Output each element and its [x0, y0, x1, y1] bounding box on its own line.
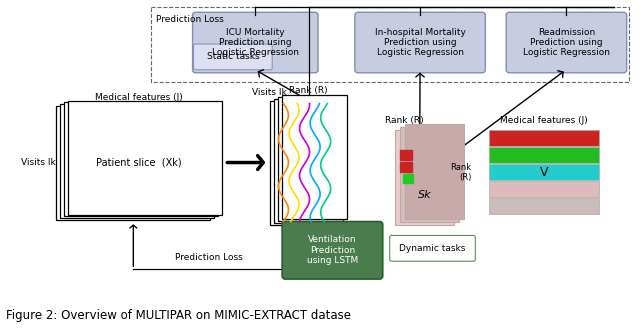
Bar — [395, 130, 454, 224]
Text: Sk: Sk — [418, 190, 431, 200]
Text: Medical features (J): Medical features (J) — [95, 93, 183, 102]
Bar — [274, 99, 339, 222]
Bar — [399, 162, 412, 172]
Text: ICU Mortality
Prediction using
Logistic Regression: ICU Mortality Prediction using Logistic … — [212, 28, 299, 58]
Text: Medical features (J): Medical features (J) — [500, 116, 588, 125]
Bar — [403, 174, 413, 183]
Text: V: V — [540, 166, 548, 179]
Text: Visits Ik: Visits Ik — [252, 88, 287, 97]
Text: Dynamic tasks: Dynamic tasks — [399, 244, 466, 253]
Bar — [64, 102, 218, 216]
Bar — [489, 147, 599, 163]
Text: Prediction Loss: Prediction Loss — [175, 253, 243, 262]
Bar — [60, 104, 214, 218]
Bar — [278, 97, 343, 220]
Bar — [489, 181, 599, 197]
Text: Prediction Loss: Prediction Loss — [156, 15, 223, 24]
Bar — [399, 150, 412, 160]
Bar — [489, 198, 599, 213]
Text: Rank (R): Rank (R) — [385, 116, 424, 125]
Bar — [404, 124, 465, 218]
Text: In-hospital Mortality
Prediction using
Logistic Regression: In-hospital Mortality Prediction using L… — [374, 28, 465, 58]
FancyBboxPatch shape — [390, 235, 476, 261]
FancyBboxPatch shape — [355, 12, 485, 73]
Bar — [489, 130, 599, 146]
Text: Patient slice  (Xk): Patient slice (Xk) — [97, 158, 182, 167]
FancyBboxPatch shape — [506, 12, 627, 73]
Text: Uk: Uk — [301, 229, 316, 239]
Text: Figure 2: Overview of MULTIPAR on MIMIC-EXTRACT datase: Figure 2: Overview of MULTIPAR on MIMIC-… — [6, 309, 351, 322]
FancyBboxPatch shape — [193, 44, 272, 70]
Bar — [68, 101, 223, 215]
Bar — [270, 101, 335, 224]
Text: Visits Ik: Visits Ik — [21, 158, 56, 167]
Bar — [282, 95, 347, 218]
Bar — [56, 106, 211, 219]
Text: Rank
(R): Rank (R) — [450, 163, 471, 182]
Bar — [399, 127, 460, 221]
Text: Static tasks: Static tasks — [207, 52, 259, 61]
Text: Readmission
Prediction using
Logistic Regression: Readmission Prediction using Logistic Re… — [523, 28, 610, 58]
FancyBboxPatch shape — [282, 221, 383, 279]
Bar — [151, 7, 628, 82]
Text: Ventilation
Prediction
using LSTM: Ventilation Prediction using LSTM — [307, 235, 358, 265]
FancyBboxPatch shape — [193, 12, 318, 73]
Text: Rank (R): Rank (R) — [289, 86, 328, 95]
Bar — [489, 164, 599, 180]
